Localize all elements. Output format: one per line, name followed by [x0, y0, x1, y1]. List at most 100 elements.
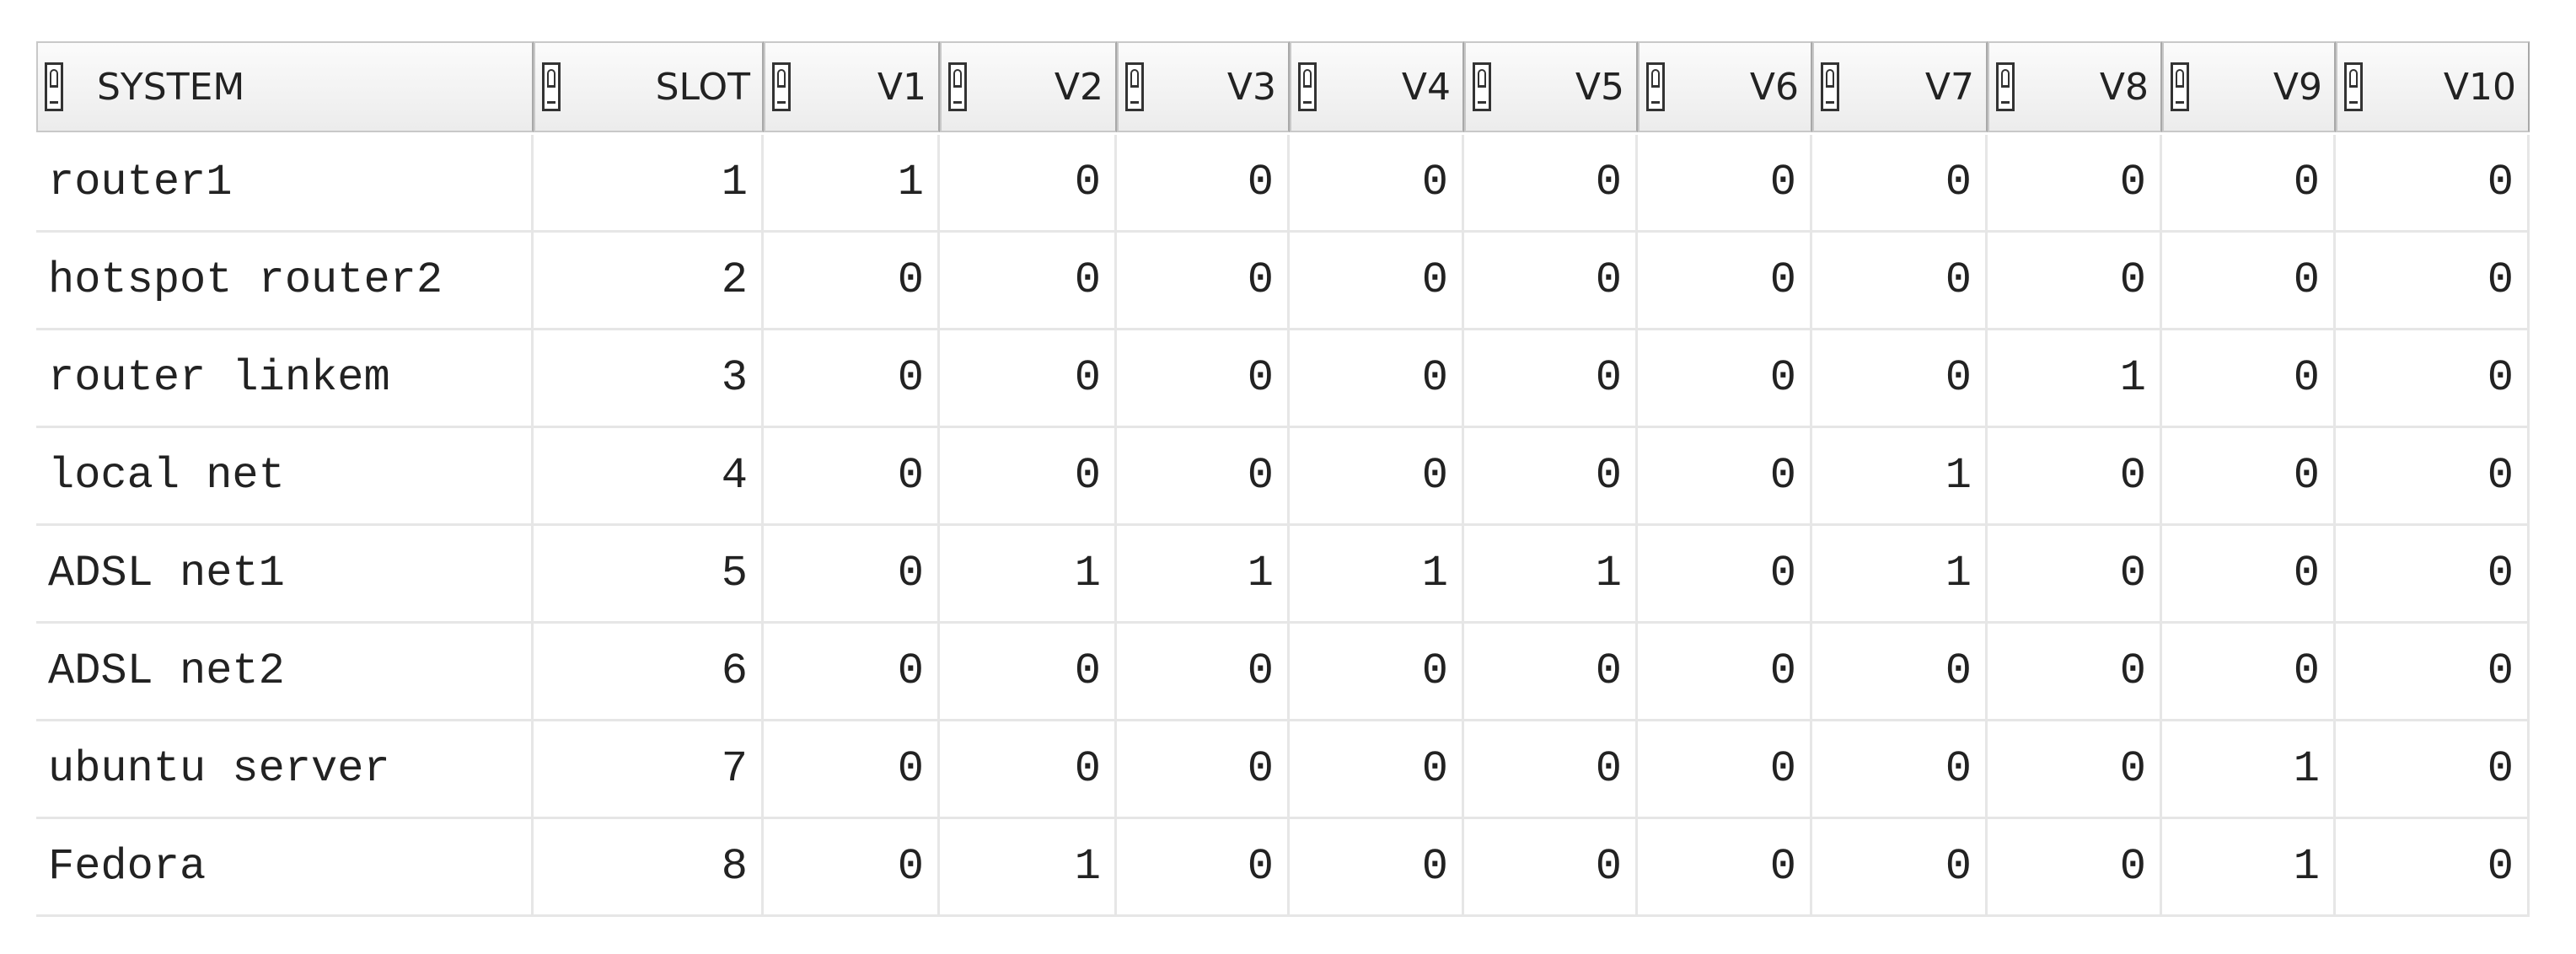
column-header[interactable]: SYSTEM [36, 41, 534, 132]
header-label: V8 [2099, 65, 2149, 109]
value-cell: 0 [2162, 526, 2336, 624]
value-cell: 0 [1117, 428, 1290, 526]
value-cell: 0 [1988, 721, 2162, 819]
value-cell: 0 [2336, 233, 2530, 330]
sort-icon[interactable] [1646, 62, 1665, 111]
value-cell: 0 [1638, 428, 1812, 526]
value-cell: 0 [1290, 428, 1464, 526]
value-cell: 0 [2336, 526, 2530, 624]
value-cell: 0 [764, 526, 940, 624]
value-cell: 0 [1812, 721, 1988, 819]
column-header[interactable]: SLOT [534, 41, 764, 132]
value-cell: 1 [1117, 526, 1290, 624]
value-cell: 1 [1290, 526, 1464, 624]
value-cell: 0 [1988, 624, 2162, 721]
sort-icon[interactable] [1125, 62, 1144, 111]
sort-icon[interactable] [1298, 62, 1317, 111]
header-label: V2 [1054, 65, 1103, 109]
value-cell: 6 [534, 624, 764, 721]
value-cell: 0 [940, 330, 1117, 428]
header-label: SYSTEM [97, 65, 245, 109]
column-header[interactable]: V3 [1117, 41, 1290, 132]
system-cell: router linkem [36, 330, 534, 428]
system-cell: router1 [36, 135, 534, 233]
value-cell: 5 [534, 526, 764, 624]
value-cell: 0 [2162, 330, 2336, 428]
value-cell: 0 [2336, 428, 2530, 526]
value-cell: 0 [1988, 428, 2162, 526]
sort-icon[interactable] [772, 62, 791, 111]
sort-icon[interactable] [45, 62, 63, 111]
value-cell: 0 [1117, 330, 1290, 428]
value-cell: 0 [1464, 330, 1638, 428]
value-cell: 0 [1638, 624, 1812, 721]
header-label: V3 [1226, 65, 1276, 109]
column-header[interactable]: V2 [940, 41, 1117, 132]
column-header[interactable]: V4 [1290, 41, 1464, 132]
value-cell: 0 [2162, 233, 2336, 330]
column-header[interactable]: V1 [764, 41, 940, 132]
value-cell: 0 [2162, 624, 2336, 721]
sort-icon[interactable] [2171, 62, 2189, 111]
value-cell: 0 [2336, 135, 2530, 233]
sort-icon[interactable] [1473, 62, 1491, 111]
value-cell: 0 [1812, 624, 1988, 721]
value-cell: 0 [1290, 135, 1464, 233]
value-cell: 0 [1812, 135, 1988, 233]
value-cell: 0 [940, 233, 1117, 330]
column-header[interactable]: V6 [1638, 41, 1812, 132]
header-label: V9 [2273, 65, 2322, 109]
value-cell: 1 [940, 526, 1117, 624]
value-cell: 1 [2162, 721, 2336, 819]
value-cell: 8 [534, 819, 764, 917]
value-cell: 0 [1464, 428, 1638, 526]
value-cell: 0 [1290, 233, 1464, 330]
value-cell: 0 [1638, 135, 1812, 233]
sort-icon[interactable] [542, 62, 561, 111]
sort-icon[interactable] [948, 62, 967, 111]
value-cell: 0 [1117, 624, 1290, 721]
value-cell: 0 [1638, 233, 1812, 330]
value-cell: 0 [1812, 330, 1988, 428]
value-cell: 0 [1988, 526, 2162, 624]
value-cell: 0 [764, 819, 940, 917]
column-header[interactable]: V5 [1464, 41, 1638, 132]
value-cell: 0 [764, 233, 940, 330]
value-cell: 4 [534, 428, 764, 526]
value-cell: 0 [1812, 819, 1988, 917]
sort-icon[interactable] [1996, 62, 2015, 111]
header-label: V10 [2443, 65, 2516, 109]
header-label: V5 [1575, 65, 1624, 109]
value-cell: 0 [2336, 330, 2530, 428]
value-cell: 0 [1117, 721, 1290, 819]
value-cell: 0 [2336, 819, 2530, 917]
system-cell: ubuntu server [36, 721, 534, 819]
value-cell: 0 [1117, 233, 1290, 330]
value-cell: 0 [1117, 135, 1290, 233]
sort-icon[interactable] [2344, 62, 2363, 111]
column-header[interactable]: V10 [2336, 41, 2530, 132]
value-cell: 0 [1464, 135, 1638, 233]
column-header[interactable]: V8 [1988, 41, 2162, 132]
sort-icon[interactable] [1821, 62, 1839, 111]
value-cell: 3 [534, 330, 764, 428]
value-cell: 0 [1988, 233, 2162, 330]
system-cell: local net [36, 428, 534, 526]
value-cell: 0 [1464, 721, 1638, 819]
header-label: V7 [1924, 65, 1974, 109]
system-cell: Fedora [36, 819, 534, 917]
system-cell: hotspot router2 [36, 233, 534, 330]
value-cell: 0 [1464, 819, 1638, 917]
value-cell: 0 [1117, 819, 1290, 917]
column-header[interactable]: V7 [1812, 41, 1988, 132]
value-cell: 0 [1464, 233, 1638, 330]
value-cell: 7 [534, 721, 764, 819]
value-cell: 0 [764, 330, 940, 428]
header-label: SLOT [655, 65, 750, 109]
value-cell: 0 [940, 135, 1117, 233]
column-header[interactable]: V9 [2162, 41, 2336, 132]
value-cell: 0 [2162, 135, 2336, 233]
value-cell: 1 [534, 135, 764, 233]
value-cell: 0 [1290, 624, 1464, 721]
